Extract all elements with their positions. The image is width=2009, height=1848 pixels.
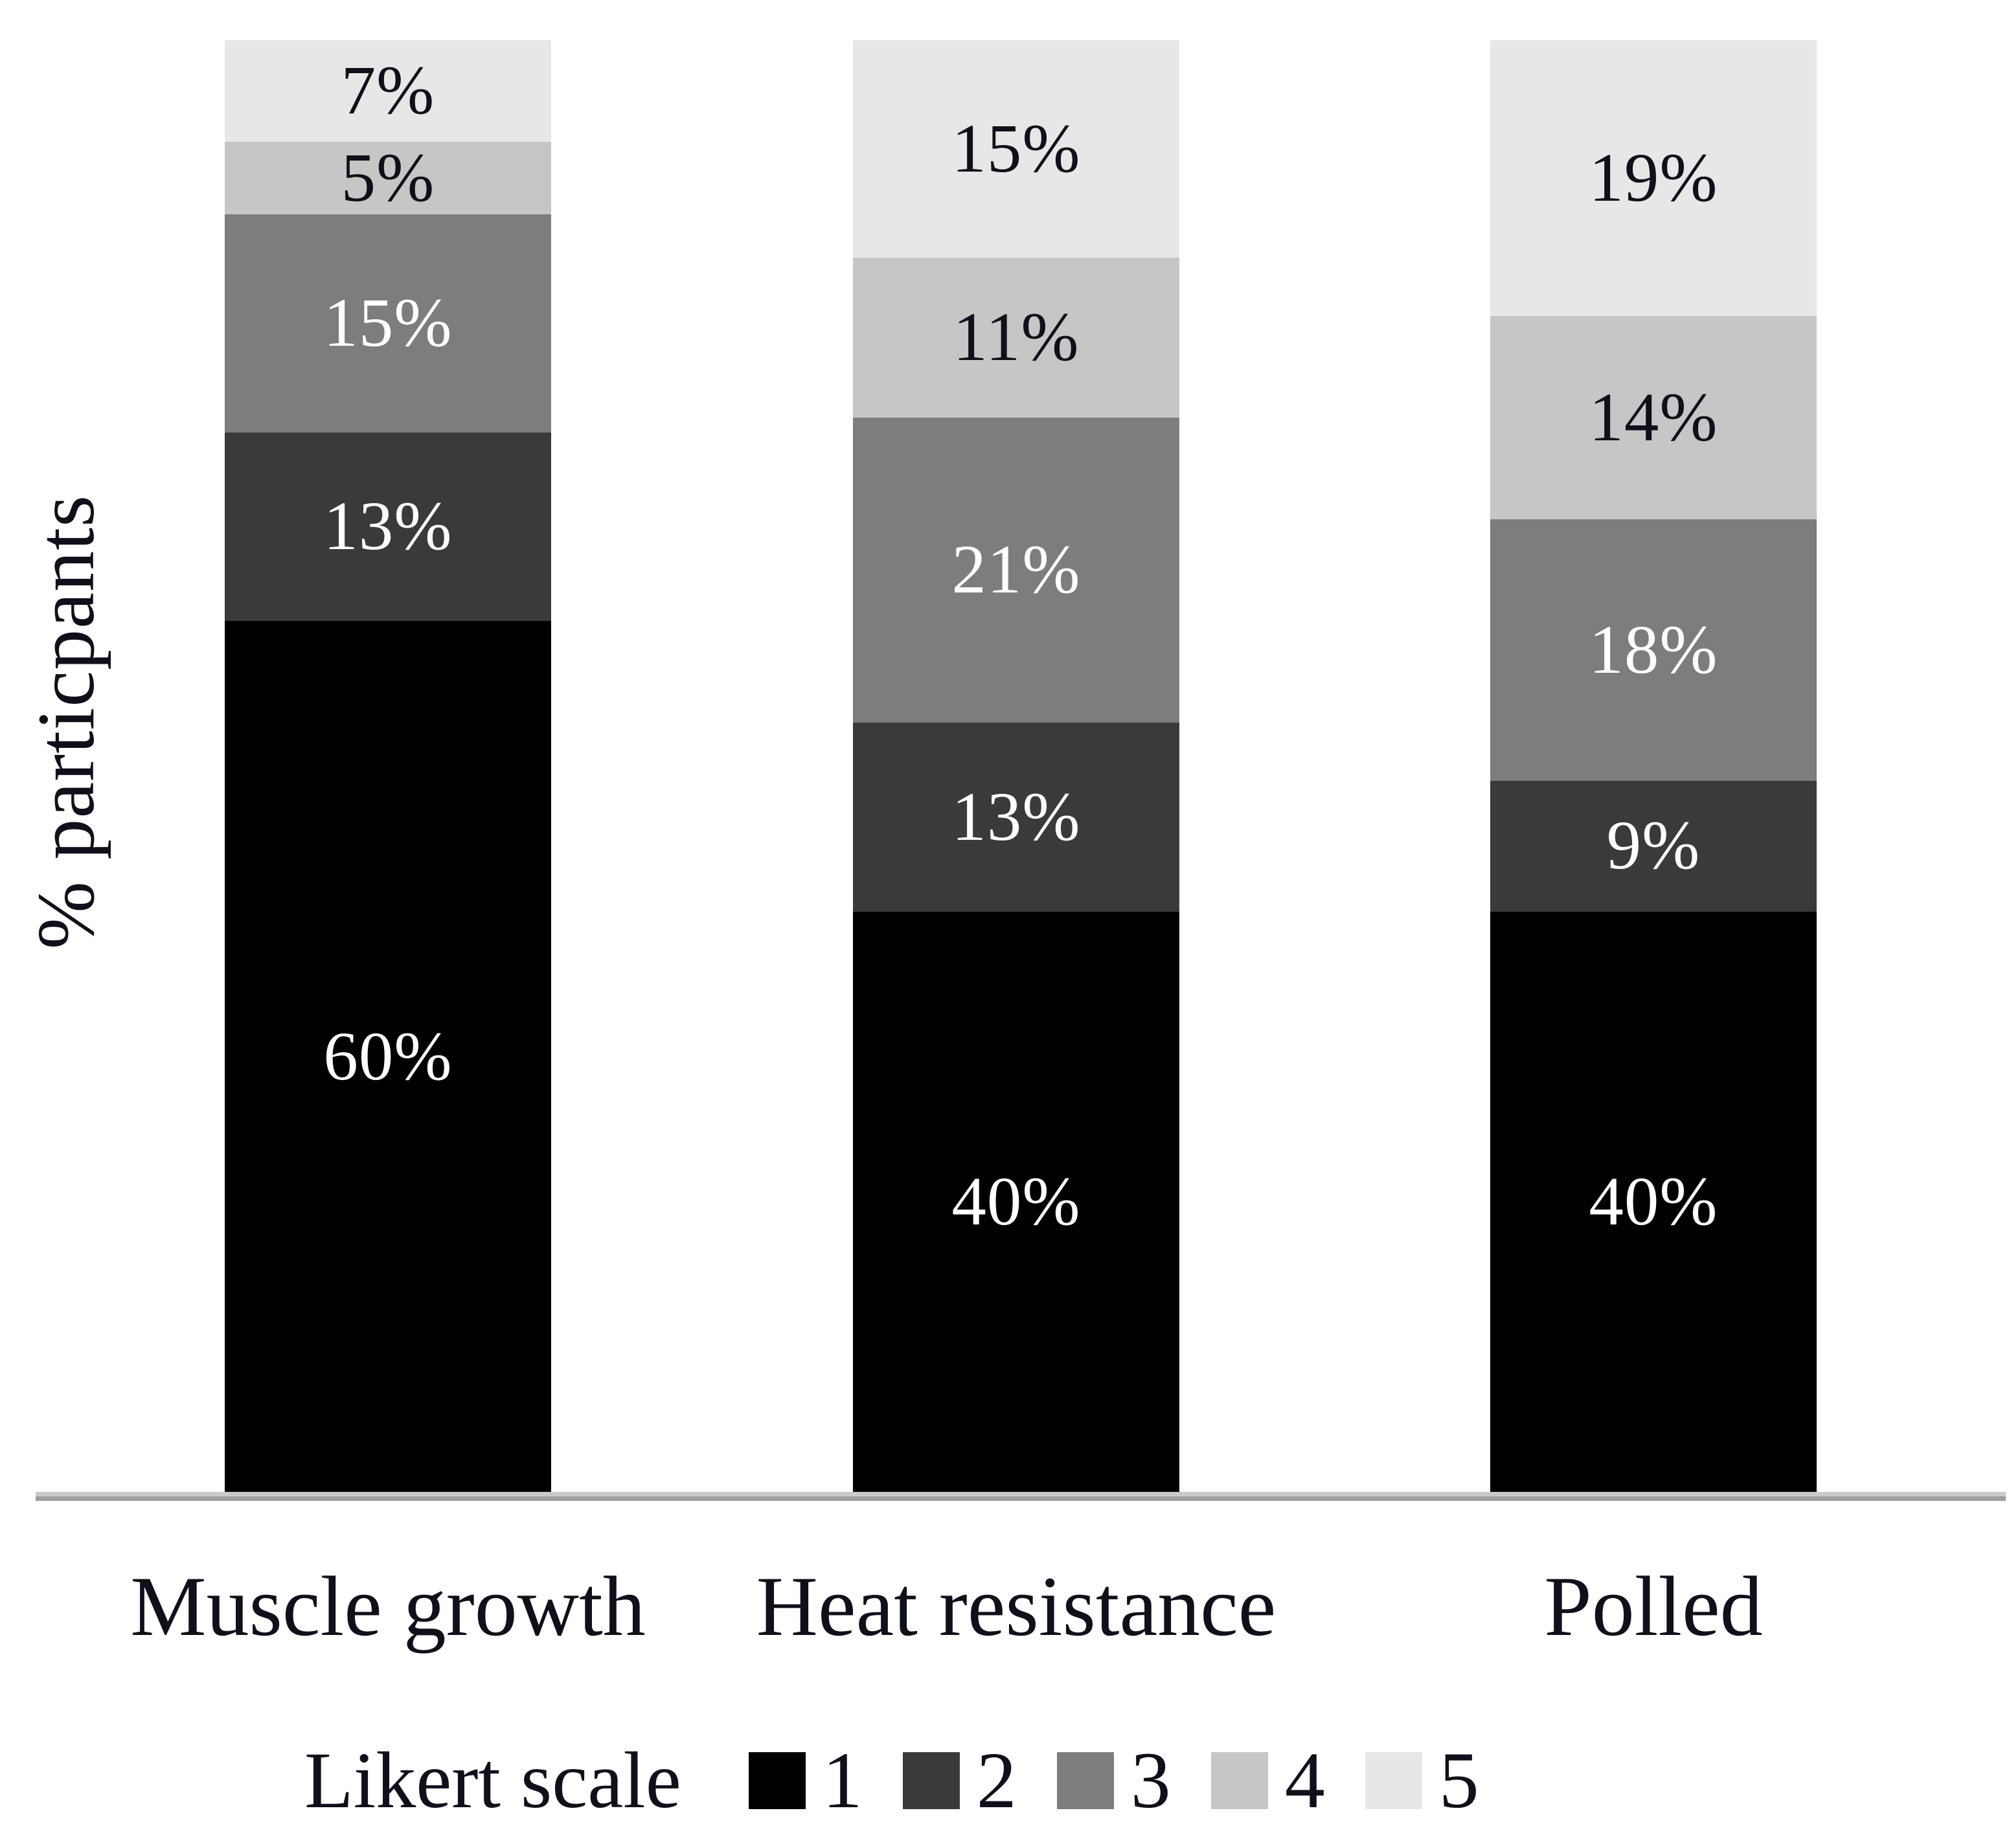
bar-muscle-growth: 7% 5% 15% 13% 60%	[225, 40, 551, 1493]
bar-segment-likert-1: 60%	[225, 621, 551, 1493]
bar-segment-likert-5: 19%	[1490, 40, 1817, 317]
legend-item-label: 5	[1438, 1736, 1479, 1825]
segment-value-label: 60%	[323, 1018, 453, 1095]
bar-segment-likert-3: 15%	[225, 214, 551, 433]
bar-polled: 19% 14% 18% 9% 40%	[1490, 40, 1817, 1493]
bar-heat-resistance: 15% 11% 21% 13% 40%	[853, 40, 1179, 1493]
segment-value-label: 40%	[1589, 1163, 1718, 1240]
legend-item-likert-2: 2	[902, 1736, 1017, 1825]
category-label-muscle-growth: Muscle growth	[130, 1559, 646, 1654]
bar-segment-likert-3: 21%	[853, 418, 1179, 723]
segment-value-label: 19%	[1589, 139, 1718, 216]
bar-segment-likert-1: 40%	[853, 911, 1179, 1493]
segment-value-label: 9%	[1606, 807, 1701, 885]
segment-value-label: 21%	[951, 532, 1081, 609]
segment-value-label: 11%	[953, 299, 1080, 376]
segment-value-label: 13%	[323, 488, 453, 565]
bar-segment-likert-4: 5%	[225, 139, 551, 216]
segment-value-label: 5%	[341, 139, 435, 216]
category-label-heat-resistance: Heat resistance	[756, 1559, 1277, 1654]
legend-item-label: 3	[1130, 1736, 1171, 1825]
category-label-polled: Polled	[1544, 1559, 1763, 1654]
segment-value-label: 15%	[951, 110, 1081, 187]
legend-swatch-likert-3	[1056, 1752, 1114, 1809]
legend-item-label: 2	[976, 1736, 1017, 1825]
legend-swatch-likert-1	[748, 1752, 806, 1809]
bar-segment-likert-4: 14%	[1490, 316, 1817, 520]
segment-value-label: 14%	[1589, 379, 1718, 456]
bar-segment-likert-3: 18%	[1490, 519, 1817, 781]
legend-swatch-likert-5	[1365, 1752, 1422, 1809]
legend-title: Likert scale	[304, 1736, 681, 1825]
legend-swatch-likert-2	[902, 1752, 960, 1809]
segment-value-label: 40%	[951, 1163, 1081, 1240]
bar-segment-likert-2: 13%	[853, 723, 1179, 912]
legend-swatch-likert-4	[1210, 1752, 1268, 1809]
segment-value-label: 15%	[323, 284, 453, 361]
bar-segment-likert-2: 9%	[1490, 780, 1817, 912]
legend-item-label: 4	[1284, 1736, 1325, 1825]
segment-value-label: 13%	[951, 778, 1081, 855]
bar-segment-likert-4: 11%	[853, 258, 1179, 418]
segment-value-label: 7%	[341, 52, 435, 129]
legend-item-likert-1: 1	[748, 1736, 863, 1825]
x-axis-line	[36, 1492, 2006, 1501]
segment-value-label: 18%	[1589, 611, 1718, 688]
legend-item-label: 1	[822, 1736, 863, 1825]
bar-segment-likert-5: 15%	[853, 40, 1179, 258]
bar-segment-likert-5: 7%	[225, 40, 551, 142]
legend-item-likert-4: 4	[1210, 1736, 1325, 1825]
bar-segment-likert-2: 13%	[225, 432, 551, 622]
bar-segment-likert-1: 40%	[1490, 911, 1817, 1493]
legend-item-likert-5: 5	[1365, 1741, 1479, 1821]
legend-item-likert-3: 3	[1056, 1736, 1171, 1825]
